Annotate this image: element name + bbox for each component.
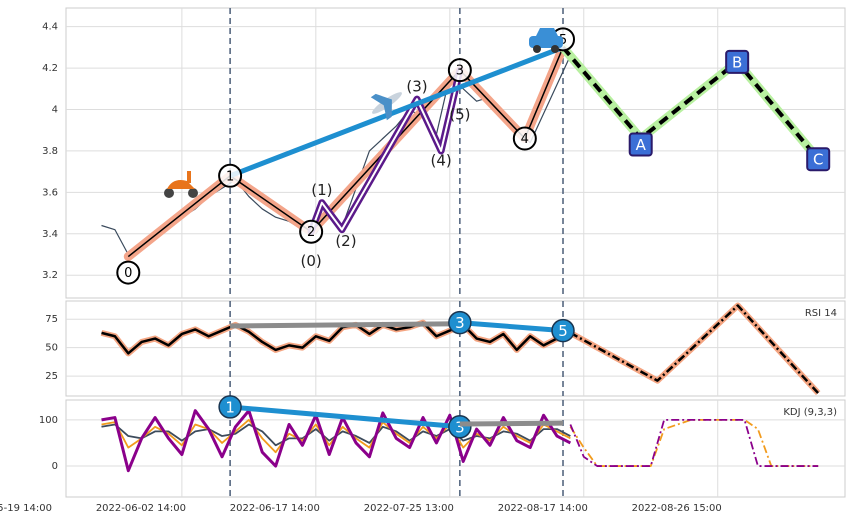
wave-point <box>628 132 653 157</box>
y-tick-label: 25 <box>45 371 58 382</box>
y-tick-label: 3.4 <box>42 229 58 240</box>
wave-label: (1) <box>311 181 332 199</box>
plot-area <box>66 301 845 396</box>
wave-point <box>725 49 750 74</box>
scooter-icon <box>164 171 198 198</box>
y-tick-label: 3.6 <box>42 187 58 198</box>
trend-point <box>448 310 472 335</box>
wave-label: (2) <box>335 232 356 250</box>
y-tick-label: 50 <box>45 343 58 354</box>
trend-line <box>229 404 461 430</box>
panel-frame <box>65 7 846 299</box>
icon-part <box>164 188 174 198</box>
series-line <box>569 304 820 395</box>
y-tick-label: 3.2 <box>42 270 58 281</box>
icon-part <box>536 28 558 36</box>
x-tick-label: 2022-06-02 14:00 <box>96 503 186 514</box>
icon-part <box>188 188 198 198</box>
trend-point <box>218 395 242 419</box>
wave-label: 4 <box>521 132 529 147</box>
trend-label: 3 <box>455 314 465 332</box>
wave-point <box>218 163 243 188</box>
y-tick-label: 4 <box>52 105 58 116</box>
x-tick-label: 2022-07-25 13:00 <box>364 503 454 514</box>
wave-point <box>806 147 831 172</box>
trend-line <box>459 420 564 427</box>
y-tick-label: 100 <box>39 415 58 426</box>
trend-line <box>459 320 564 334</box>
wave-label: (0) <box>301 252 322 270</box>
icon-part <box>370 93 392 121</box>
wave-line <box>561 46 820 161</box>
y-tick-label: 4.2 <box>42 63 58 74</box>
trend-point <box>448 415 472 439</box>
wave-label: 2 <box>307 225 315 240</box>
y-tick-label: 0 <box>52 461 58 472</box>
series-line <box>101 409 572 473</box>
plot-area <box>66 8 845 298</box>
wave-label: B <box>732 53 742 71</box>
wave-label: 1 <box>226 169 234 184</box>
trend-label: 3 <box>455 418 465 436</box>
trend-line <box>230 321 460 329</box>
trend-line <box>229 45 564 179</box>
wave-label: 5 <box>559 33 567 48</box>
icon-part <box>551 45 559 53</box>
wave-label: (5) <box>449 106 470 124</box>
wave-point <box>299 219 324 244</box>
x-tick-label: 2022-05-19 14:00 <box>0 503 52 514</box>
y-tick-label: 3.8 <box>42 146 58 157</box>
wave-point <box>447 58 472 83</box>
wave-label: 3 <box>456 64 464 79</box>
x-tick-label: 2022-06-17 14:00 <box>230 503 320 514</box>
wave-point <box>512 126 537 151</box>
trend-label: 5 <box>558 322 568 340</box>
panel-title: KDJ (9,3,3) <box>783 407 837 418</box>
y-tick-label: 75 <box>45 314 58 325</box>
wave-line <box>310 69 461 233</box>
series-line <box>101 321 572 355</box>
wave-label: A <box>636 136 647 154</box>
y-tick-label: 4.4 <box>42 22 58 33</box>
trend-label: 1 <box>225 398 235 416</box>
car-icon <box>529 28 563 53</box>
wave-point <box>116 260 141 285</box>
trend-point <box>551 318 575 343</box>
airplane-icon <box>370 92 402 121</box>
icon-part <box>533 45 541 53</box>
icon-part <box>187 171 191 183</box>
icon-part <box>529 36 563 48</box>
x-tick-label: 2022-08-26 15:00 <box>632 503 722 514</box>
x-tick-label: 2022-08-17 14:00 <box>498 503 588 514</box>
wave-label: C <box>813 151 823 169</box>
wave-label: 0 <box>124 266 132 281</box>
wave-label: (4) <box>430 151 451 169</box>
series-line <box>569 418 819 467</box>
panel-title: RSI 14 <box>805 308 837 319</box>
wave-label: (3) <box>406 78 427 96</box>
